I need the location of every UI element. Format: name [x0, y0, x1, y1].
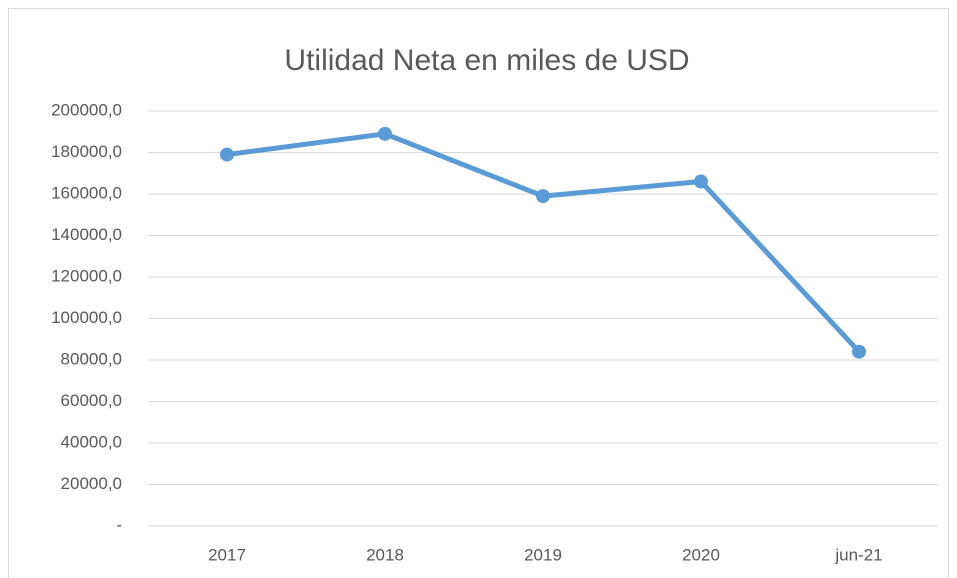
y-tick-label: 160000,0 [51, 183, 122, 202]
y-tick-label: 140000,0 [51, 225, 122, 244]
y-tick-label: 180000,0 [51, 142, 122, 161]
x-tick-label: 2019 [524, 545, 562, 564]
y-tick-label: 20000,0 [61, 474, 122, 493]
y-tick-label: 40000,0 [61, 432, 122, 451]
data-point [378, 126, 392, 141]
x-tick-label: 2018 [366, 545, 404, 564]
data-point [852, 344, 866, 359]
x-tick-label: jun-21 [834, 545, 882, 564]
x-tick-label: 2017 [208, 545, 246, 564]
data-point [536, 189, 550, 204]
chart-title: Utilidad Neta en miles de USD [284, 44, 689, 77]
y-tick-label: 200000,0 [51, 100, 122, 119]
data-point [220, 147, 234, 162]
y-tick-label: 100000,0 [51, 308, 122, 327]
y-tick-label: 80000,0 [61, 349, 122, 368]
y-tick-label: 120000,0 [51, 266, 122, 285]
data-point [694, 174, 708, 189]
y-tick-label: - [116, 515, 122, 534]
x-tick-label: 2020 [682, 545, 720, 564]
chart-border [8, 8, 949, 578]
y-tick-label: 60000,0 [61, 391, 122, 410]
